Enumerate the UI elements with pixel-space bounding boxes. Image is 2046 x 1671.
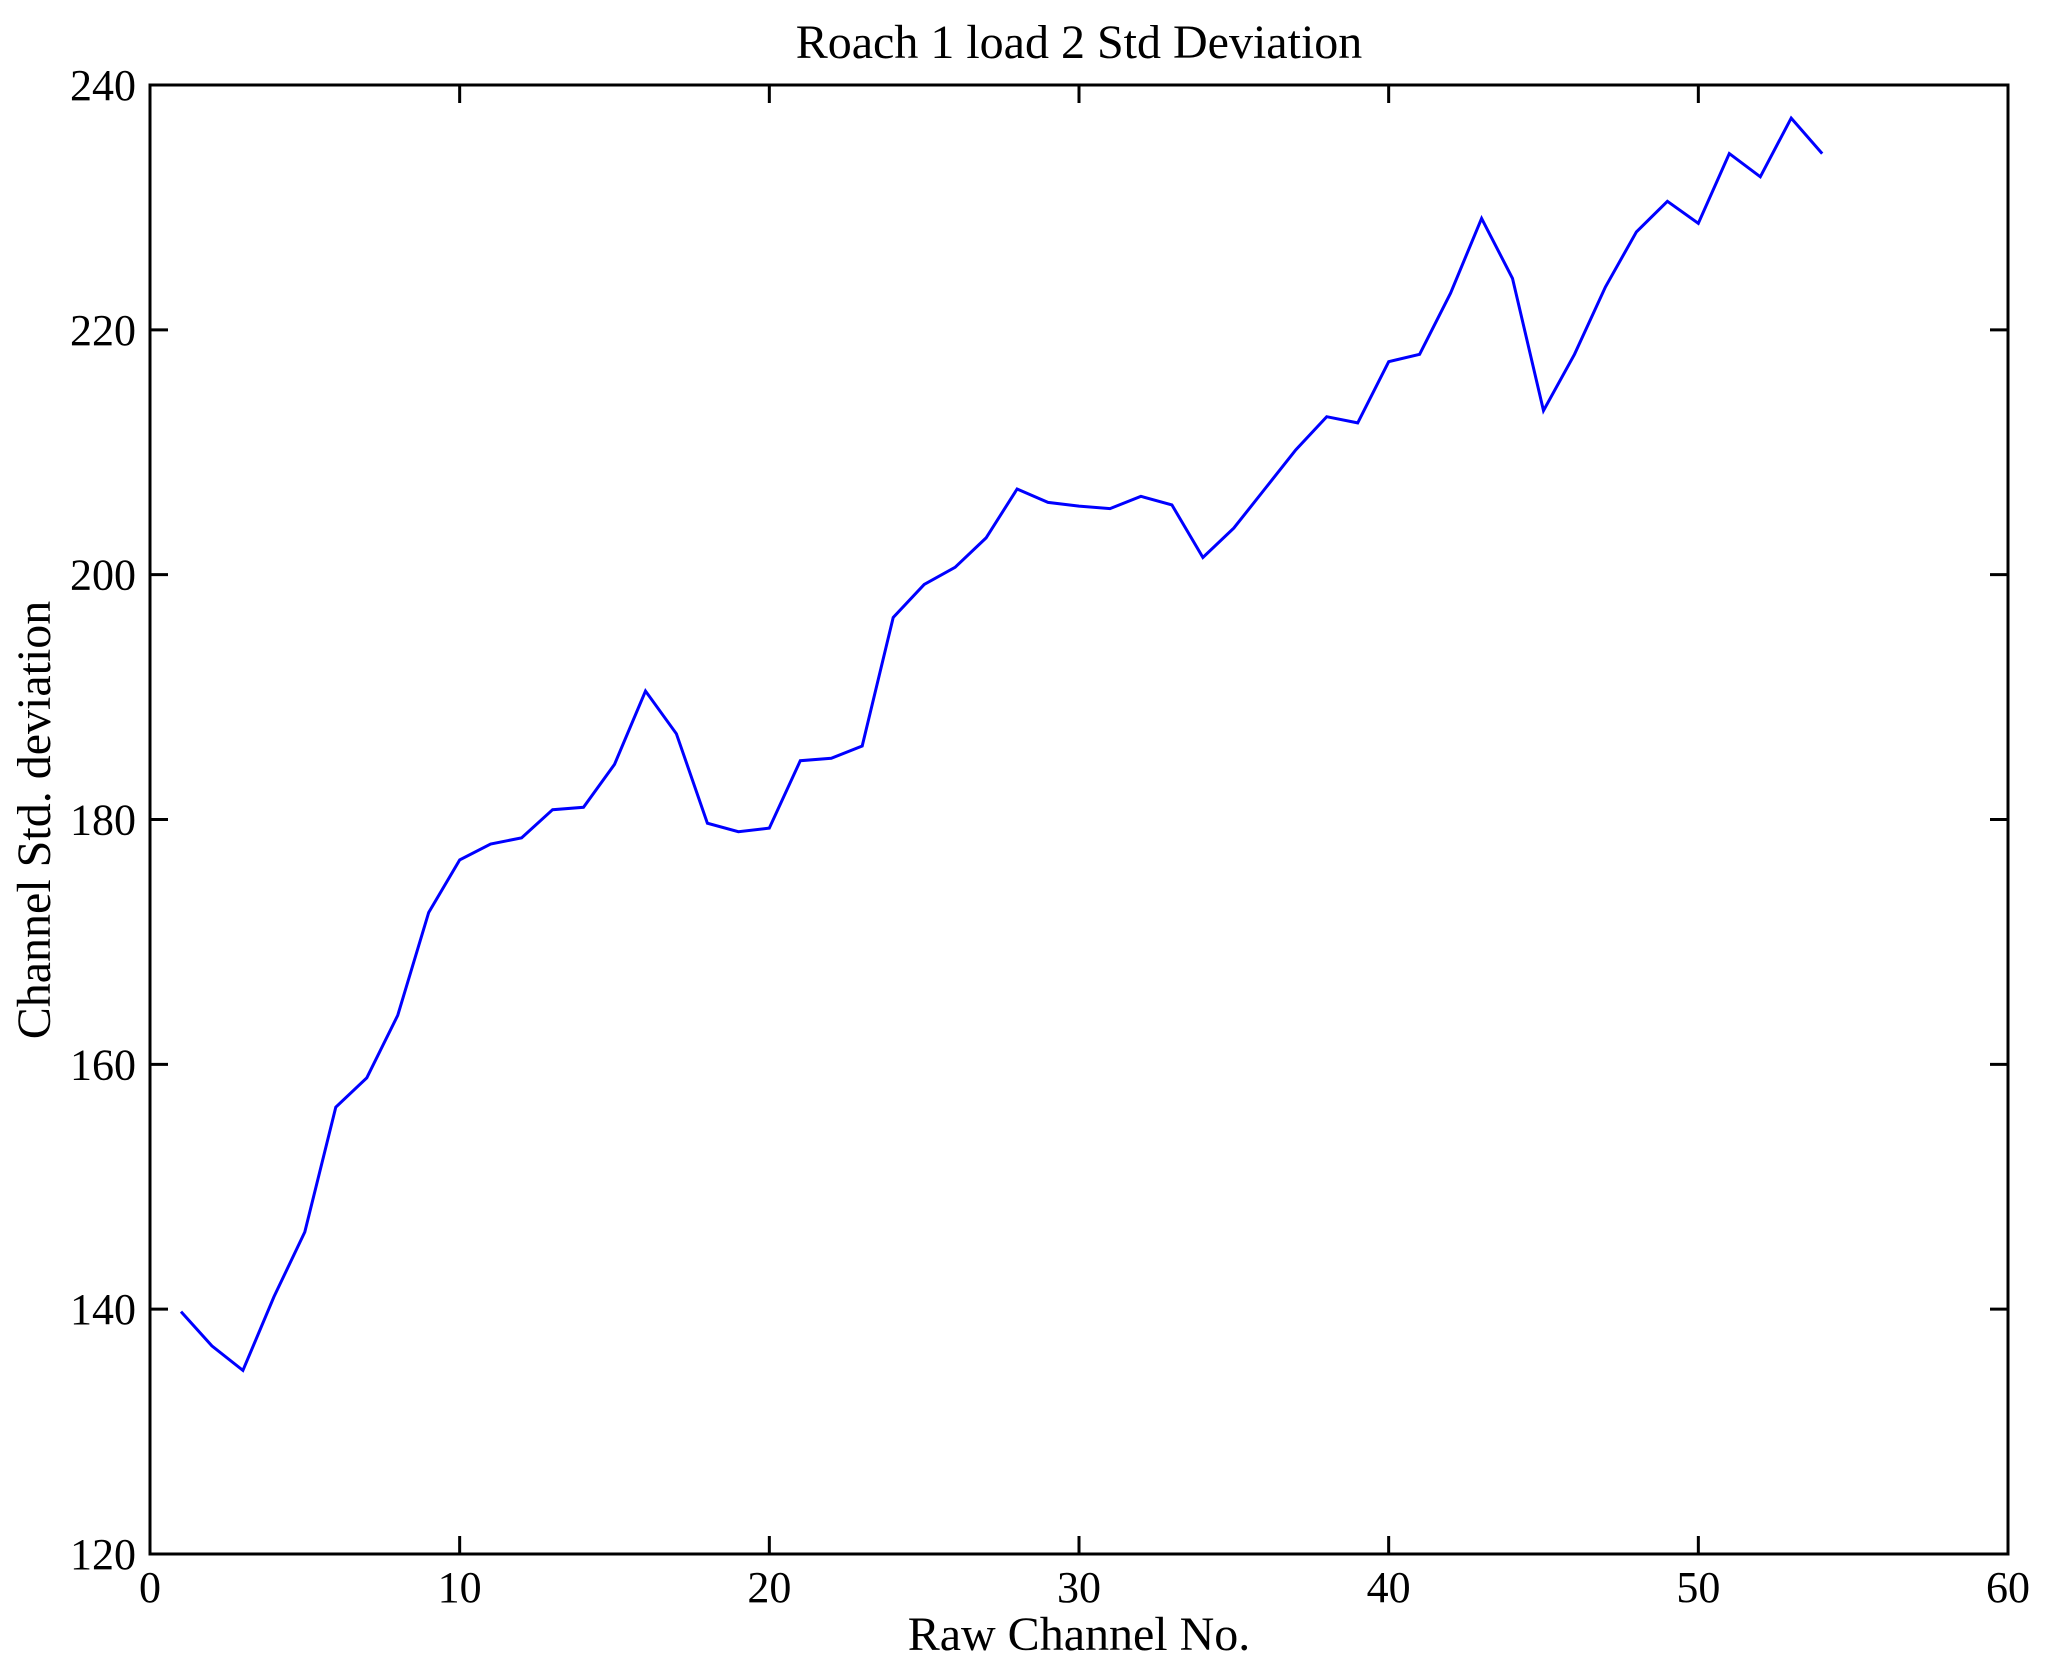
y-tick-label: 160 bbox=[70, 1040, 136, 1089]
y-tick-label: 140 bbox=[70, 1285, 136, 1334]
y-tick-label: 180 bbox=[70, 796, 136, 845]
x-tick-label: 0 bbox=[139, 1563, 161, 1612]
y-tick-label: 120 bbox=[70, 1530, 136, 1579]
tick-labels: 0 10 20 30 40 50 60 120 140 160 180 200 220 240 bbox=[70, 61, 2030, 1612]
y-axis-label: Channel Std. deviation bbox=[8, 601, 61, 1040]
plot-area bbox=[148, 83, 2010, 1556]
y-tick-label: 200 bbox=[70, 551, 136, 600]
y-tick-label: 220 bbox=[70, 306, 136, 355]
x-tick-label: 50 bbox=[1676, 1563, 1720, 1612]
x-tick-label: 40 bbox=[1367, 1563, 1411, 1612]
x-tick-label: 10 bbox=[438, 1563, 482, 1612]
x-tick-label: 60 bbox=[1986, 1563, 2030, 1612]
axis-ticks bbox=[148, 83, 2010, 1556]
chart-title: Roach 1 load 2 Std Deviation bbox=[796, 16, 1363, 69]
x-tick-label: 30 bbox=[1057, 1563, 1101, 1612]
x-axis-label: Raw Channel No. bbox=[908, 1608, 1251, 1661]
y-tick-label: 240 bbox=[70, 61, 136, 110]
x-tick-label: 20 bbox=[747, 1563, 791, 1612]
line-series bbox=[179, 115, 1824, 1373]
